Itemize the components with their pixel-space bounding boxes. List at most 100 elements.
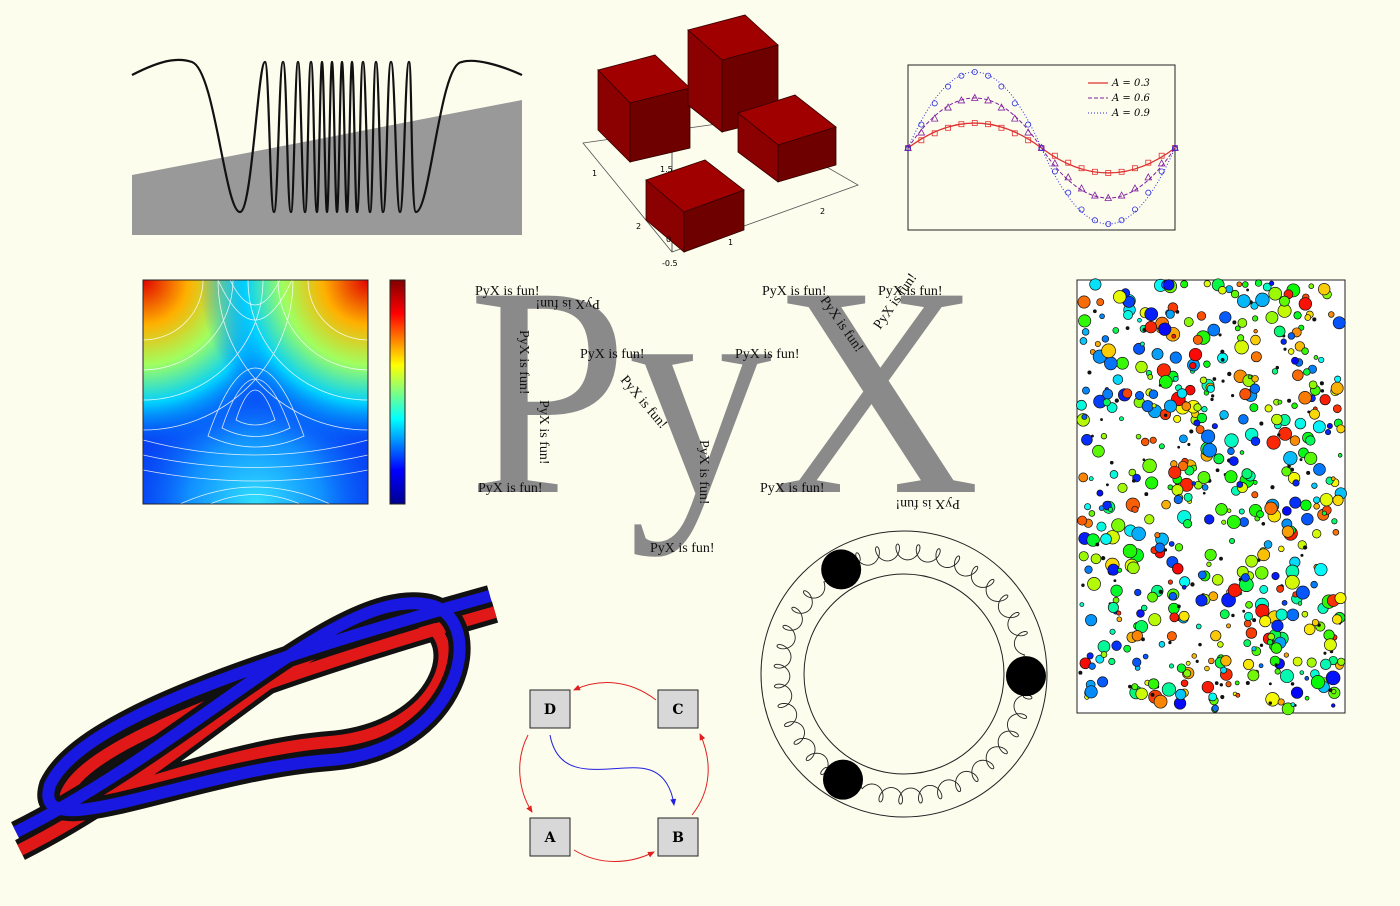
- bubble: [1090, 553, 1102, 565]
- bubble: [1168, 465, 1182, 479]
- bubble: [1306, 657, 1317, 668]
- bubble: [1180, 679, 1189, 688]
- bubble: [1237, 294, 1251, 308]
- bubble: [1320, 658, 1332, 670]
- bubble: [1219, 609, 1230, 620]
- bubble: [1169, 612, 1180, 623]
- bubble: [1084, 685, 1098, 699]
- bubble: [1158, 641, 1166, 648]
- bubble: [1108, 657, 1116, 666]
- bubble: [1199, 376, 1208, 384]
- bubble: [1211, 423, 1218, 430]
- bubble: [1100, 433, 1108, 440]
- bubble: [1206, 561, 1212, 567]
- bubble: [1174, 543, 1184, 552]
- bubble: [1141, 437, 1150, 447]
- bubble: [1271, 368, 1279, 375]
- bubble: [1312, 529, 1322, 539]
- curve: [907, 71, 1176, 225]
- bubble: [1195, 623, 1202, 630]
- tagline: PyX is fun!: [535, 296, 600, 311]
- bubble: [1144, 514, 1155, 525]
- bubble: [1307, 410, 1311, 414]
- bubble: [1226, 623, 1231, 629]
- bubble: [1253, 329, 1258, 334]
- bubble: [1319, 493, 1334, 507]
- bubble: [1198, 642, 1202, 647]
- marker: [1118, 168, 1125, 175]
- chirp-curve: [131, 58, 523, 214]
- bubble: [1166, 631, 1177, 642]
- bubble: [1078, 551, 1089, 562]
- marker: [1157, 159, 1166, 167]
- bubble: [1094, 340, 1101, 347]
- bubble: [1330, 476, 1336, 481]
- bubble: [1304, 695, 1310, 701]
- bubble: [1271, 413, 1283, 426]
- bubble: [1197, 570, 1207, 580]
- bubble: [1318, 283, 1331, 296]
- bubble: [1239, 450, 1245, 455]
- bubble: [1111, 640, 1122, 651]
- bubble: [1191, 653, 1197, 659]
- bubble: [1181, 401, 1192, 412]
- bubble: [1104, 356, 1118, 371]
- bubble: [1278, 545, 1285, 553]
- marker: [1011, 130, 1018, 137]
- bubble: [1158, 384, 1162, 387]
- bubble: [1145, 476, 1159, 490]
- bubble: [1097, 676, 1109, 688]
- bubble: [1304, 676, 1310, 681]
- bubble: [1177, 460, 1189, 472]
- marker: [1117, 191, 1126, 199]
- bubble: [1079, 602, 1085, 607]
- bubble: [1239, 517, 1249, 527]
- bubble: [1290, 682, 1295, 686]
- bubble: [1283, 347, 1287, 351]
- bubble: [1158, 443, 1165, 450]
- bubble: [1256, 510, 1264, 518]
- bubble: [1176, 388, 1188, 399]
- bubble: [1193, 403, 1202, 412]
- bubble: [1125, 326, 1130, 330]
- bubble: [1180, 280, 1189, 289]
- bubble: [1313, 496, 1321, 504]
- logo: PyX PyX is fun! PyX is fun! PyX is fun! …: [468, 225, 980, 558]
- marker: [1091, 191, 1099, 199]
- chirp-plot: [131, 58, 523, 235]
- spring-ring: [760, 530, 1048, 818]
- bubble: [1172, 375, 1179, 382]
- bubble: [1303, 623, 1316, 636]
- floor: [582, 119, 859, 253]
- bubble: [1234, 325, 1241, 332]
- bubble: [1255, 292, 1270, 307]
- bubble: [1196, 311, 1207, 321]
- bubble: [1096, 521, 1107, 532]
- bubble: [1219, 683, 1223, 687]
- bubble: [1275, 365, 1280, 370]
- bubble: [1092, 309, 1097, 314]
- bubble: [1224, 433, 1239, 448]
- bubble: [1257, 548, 1271, 562]
- bubble: [1196, 412, 1208, 424]
- marker: [1078, 165, 1085, 172]
- bubble: [1319, 394, 1331, 406]
- bubble: [1306, 470, 1311, 475]
- bubble: [1268, 701, 1273, 705]
- bubble: [1247, 374, 1253, 380]
- bubble: [1183, 492, 1193, 502]
- bubble: [1100, 533, 1112, 545]
- bubble: [1237, 334, 1245, 342]
- bubble: [1086, 652, 1094, 660]
- bubble: [1102, 388, 1114, 400]
- bubble: [1311, 482, 1318, 489]
- bubble: [1201, 406, 1208, 413]
- bubble: [1128, 684, 1132, 689]
- colormap-plot: [142, 279, 406, 505]
- marker: [1158, 152, 1165, 159]
- bubble: [1082, 386, 1090, 395]
- bubble: [1298, 391, 1312, 405]
- bubble: [1290, 702, 1296, 707]
- bubble: [1208, 657, 1215, 665]
